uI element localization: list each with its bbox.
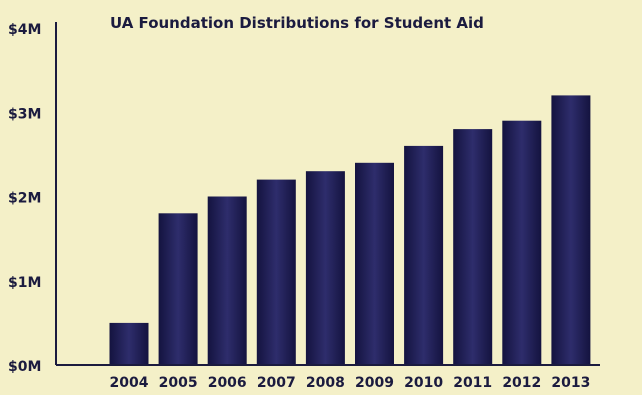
bar (207, 196, 247, 365)
x-tick-label: 2009 (355, 375, 394, 391)
y-tick-label: $2M (8, 191, 41, 207)
x-tick-label: 2008 (306, 375, 345, 391)
x-tick-label: 2012 (502, 375, 541, 391)
y-tick-label: $4M (8, 22, 41, 38)
bar (158, 213, 198, 365)
x-tick-label: 2006 (208, 375, 247, 391)
chart-title: UA Foundation Distributions for Student … (110, 14, 484, 32)
y-tick-label: $3M (8, 106, 41, 122)
x-axis-ticks: 2004 2005 2006 2007 2008 2009 2010 2011 2012 2013 (110, 375, 591, 391)
bar (305, 171, 345, 365)
bar (453, 129, 493, 365)
x-tick-label: 2011 (453, 375, 492, 391)
bar (502, 120, 542, 365)
y-tick-label: $0M (8, 359, 41, 375)
x-tick-label: 2007 (257, 375, 296, 391)
x-tick-label: 2005 (159, 375, 198, 391)
y-tick-label: $1M (8, 275, 41, 291)
bars (109, 95, 591, 366)
bar (355, 162, 394, 365)
x-tick-label: 2004 (110, 375, 149, 391)
bar (404, 145, 444, 365)
x-tick-label: 2013 (551, 375, 590, 391)
bar (109, 322, 149, 365)
y-axis-ticks: $0M $1M $2M $3M $4M (8, 22, 41, 375)
bar (256, 179, 296, 365)
bar (551, 95, 591, 366)
x-tick-label: 2010 (404, 375, 443, 391)
